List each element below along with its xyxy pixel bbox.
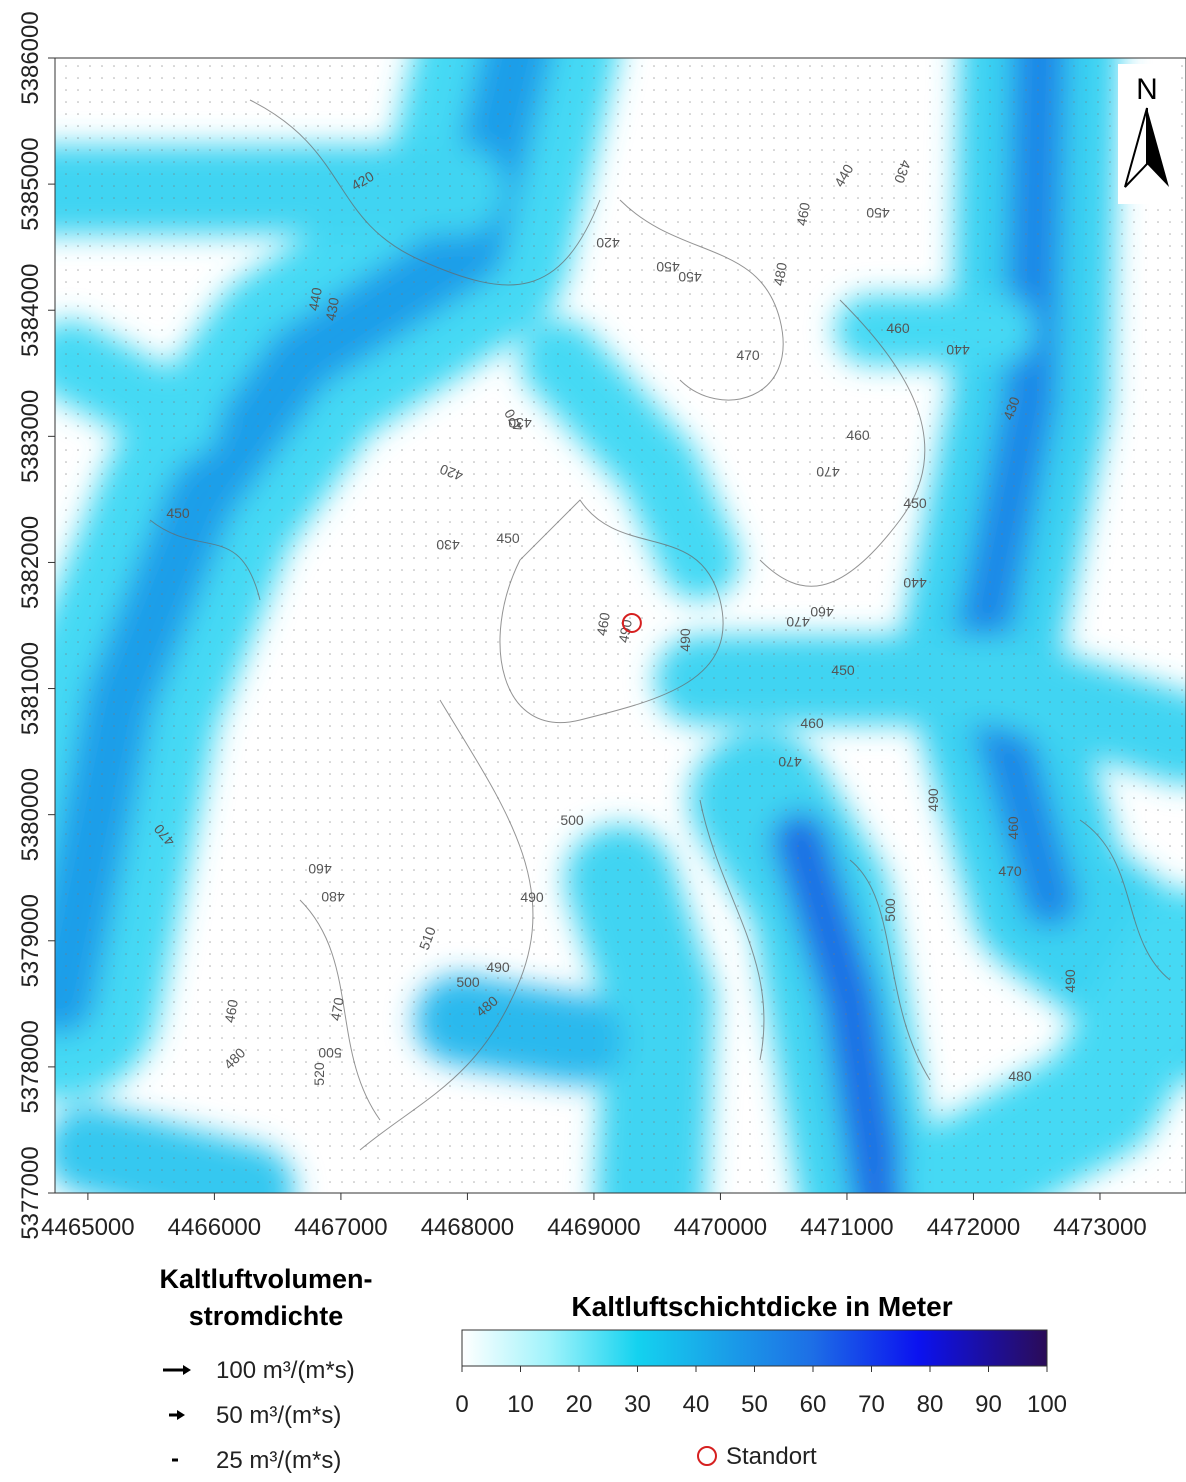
legend-entry: 25 m³/(m*s) [216, 1447, 341, 1474]
contour-label: 500 [560, 812, 584, 828]
contour-label: 440 [903, 575, 927, 591]
contour-label: 460 [308, 861, 332, 877]
legend-entry: 50 m³/(m*s) [216, 1402, 341, 1429]
x-tick-label: 4471000 [800, 1214, 893, 1241]
x-tick-label: 4470000 [674, 1214, 767, 1241]
x-tick-label: 4467000 [294, 1214, 387, 1241]
north-label: N [1136, 73, 1158, 106]
contour-label: 470 [736, 347, 760, 363]
contour-label: 500 [882, 898, 898, 922]
contour-label: 430 [436, 537, 460, 553]
colorbar-tick-label: 40 [683, 1391, 710, 1418]
y-tick-label: 5385000 [17, 137, 44, 230]
contour-label: 490 [486, 959, 510, 975]
colorbar-tick-label: 0 [455, 1391, 468, 1418]
contour-label: 480 [321, 889, 345, 905]
colorbar-tick-label: 60 [800, 1391, 827, 1418]
contour-label: 470 [998, 863, 1022, 879]
contour-label: 490 [925, 788, 941, 812]
contour-label: 450 [166, 505, 190, 521]
north-arrow: N [1118, 64, 1180, 204]
colorbar-tick-label: 20 [566, 1391, 593, 1418]
vector-legend-title: Kaltluftvolumen- [160, 1264, 373, 1294]
vector-legend: Kaltluftvolumen- stromdichte 100 m³/(m*s… [160, 1264, 373, 1474]
y-tick-label: 5380000 [17, 768, 44, 861]
x-tick-label: 4473000 [1053, 1214, 1146, 1241]
contour-label: 490 [1062, 969, 1078, 993]
legend-entry: 100 m³/(m*s) [216, 1357, 355, 1384]
page: 4204404304204304504504804604404304504704… [0, 0, 1186, 1477]
y-tick-label: 5378000 [17, 1020, 44, 1113]
x-tick-label: 4465000 [41, 1214, 134, 1241]
y-tick-label: 5384000 [17, 264, 44, 357]
colorbar-tick-label: 100 [1027, 1391, 1067, 1418]
contour-label: 480 [1008, 1068, 1032, 1084]
x-tick-label: 4466000 [168, 1214, 261, 1241]
contour-label: 500 [318, 1045, 342, 1061]
contour-label: 460 [810, 604, 834, 620]
y-tick-label: 5379000 [17, 894, 44, 987]
y-tick-label: 5386000 [17, 11, 44, 104]
contour-label: 500 [456, 974, 480, 990]
colorbar-tick-label: 10 [507, 1391, 534, 1418]
contour-label: 470 [778, 754, 802, 770]
contour-label: 450 [656, 259, 680, 275]
vector-legend-title: stromdichte [189, 1301, 344, 1331]
colorbar-tick-label: 90 [975, 1391, 1002, 1418]
contour-label: 520 [311, 1062, 327, 1086]
contour-label: 420 [596, 235, 620, 251]
contour-label: 490 [520, 889, 544, 905]
contour-label: 460 [886, 320, 910, 336]
contour-label: 450 [903, 495, 927, 511]
contour-label: 450 [831, 662, 855, 678]
standort-legend-label: Standort [726, 1443, 817, 1470]
contour-label: 450 [678, 269, 702, 285]
colorbar: Kaltluftschichtdicke in Meter 0 10 20 30 40 5… [455, 1291, 1067, 1418]
contour-label: 470 [786, 614, 810, 630]
contour-label: 460 [800, 715, 824, 731]
x-tick-label: 4472000 [927, 1214, 1020, 1241]
y-tick-label: 5382000 [17, 516, 44, 609]
colorbar-tick-label: 30 [624, 1391, 651, 1418]
contour-label: 490 [677, 628, 693, 652]
contour-label: 470 [816, 464, 840, 480]
x-tick-label: 4469000 [547, 1214, 640, 1241]
colorbar-title: Kaltluftschichtdicke in Meter [571, 1291, 952, 1322]
x-tick-label: 4468000 [421, 1214, 514, 1241]
contour-label: 450 [496, 530, 520, 546]
legend-arrow-head [183, 1365, 191, 1375]
standort-legend: Standort [698, 1443, 817, 1470]
colorbar-tick-label: 70 [858, 1391, 885, 1418]
colorbar-tick-label: 50 [741, 1391, 768, 1418]
contour-label: 460 [1005, 816, 1021, 840]
contour-label: 460 [846, 427, 870, 443]
y-tick-label: 5381000 [17, 642, 44, 735]
colorbar-tick-label: 80 [917, 1391, 944, 1418]
contour-label: 450 [866, 205, 890, 221]
legend-arrow-head [177, 1410, 185, 1420]
y-tick-label: 5383000 [17, 390, 44, 483]
y-tick-label: 5377000 [17, 1146, 44, 1239]
colorbar-ramp [462, 1330, 1047, 1366]
contour-label: 440 [946, 342, 970, 358]
